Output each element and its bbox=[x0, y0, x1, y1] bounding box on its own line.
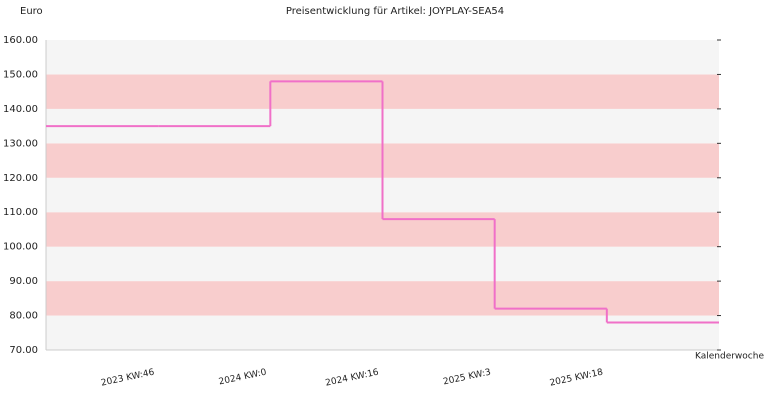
x-tick-label: 2025 KW:18 bbox=[549, 368, 604, 389]
y-tick-label: 90.00 bbox=[9, 276, 38, 287]
plot-band bbox=[46, 40, 719, 75]
x-axis-label: Kalenderwoche bbox=[695, 352, 764, 362]
y-tick-label: 70.00 bbox=[9, 345, 38, 356]
y-tick-label: 80.00 bbox=[9, 311, 38, 322]
y-tick-label: 110.00 bbox=[3, 207, 38, 218]
y-tick-label: 140.00 bbox=[3, 104, 38, 115]
x-tick-label: 2023 KW:46 bbox=[100, 368, 155, 389]
plot-band bbox=[46, 315, 719, 350]
chart-title: Preisentwicklung für Artikel: JOYPLAY-SE… bbox=[286, 6, 504, 17]
y-tick-label: 100.00 bbox=[3, 242, 38, 253]
plot-band bbox=[46, 246, 719, 282]
x-tick-label: 2024 KW:16 bbox=[325, 368, 380, 389]
plot-band bbox=[46, 281, 719, 316]
y-tick-label: 160.00 bbox=[3, 35, 38, 46]
y-tick-label: 150.00 bbox=[3, 69, 38, 80]
y-axis-label: Euro bbox=[20, 6, 43, 17]
x-tick-label: 2024 KW:0 bbox=[218, 368, 268, 388]
y-tick-label: 120.00 bbox=[3, 173, 38, 184]
x-tick-label: 2025 KW:3 bbox=[442, 368, 492, 388]
y-tick-label: 130.00 bbox=[3, 138, 38, 149]
